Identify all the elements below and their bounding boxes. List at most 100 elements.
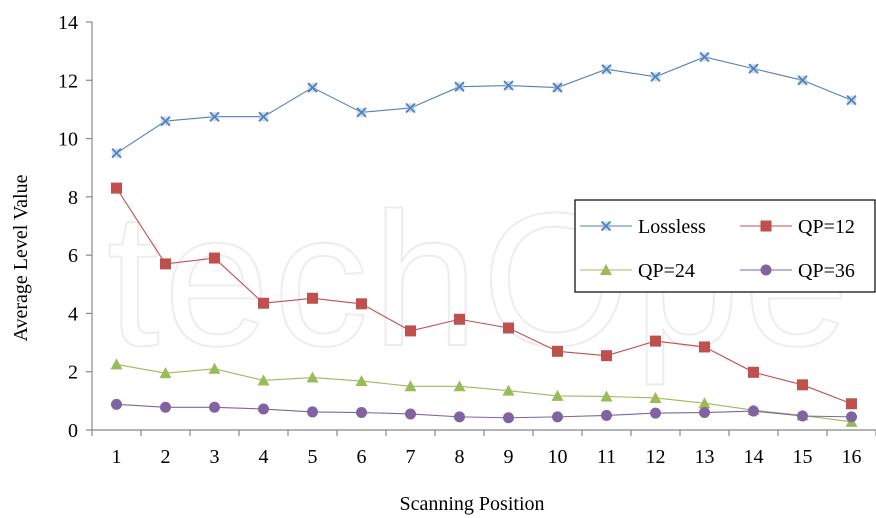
data-point-qp-12: [307, 292, 318, 304]
data-point-qp-12: [111, 182, 122, 194]
legend-marker-qp-36: [760, 264, 772, 276]
x-tick-label: 1: [112, 446, 122, 468]
series-qp-36: [111, 398, 857, 424]
legend-label-qp-24: QP=24: [638, 260, 695, 282]
x-tick-label: 16: [842, 446, 862, 468]
data-point-qp-36: [846, 411, 857, 423]
data-point-lossless: [601, 64, 612, 75]
data-point-qp-12: [552, 345, 563, 357]
series-qp-12: [111, 182, 857, 410]
data-point-lossless: [454, 81, 465, 92]
series-line-lossless: [116, 56, 852, 154]
data-point-qp-36: [699, 407, 710, 419]
y-tick-label: 10: [58, 129, 78, 151]
data-point-lossless: [405, 102, 416, 114]
x-tick-label: 14: [744, 446, 764, 468]
x-tick-label: 15: [793, 446, 813, 468]
data-point-qp-36: [405, 408, 416, 420]
y-axis-ticks: 0 2 4 6 8 10 12 14: [58, 12, 92, 442]
data-point-qp-12: [209, 252, 220, 264]
series-line-qp-36: [116, 403, 852, 419]
data-point-lossless: [650, 71, 661, 82]
data-point-qp-24: [404, 380, 417, 392]
data-point-qp-24: [453, 380, 466, 392]
y-axis-title: Average Level Value: [10, 174, 32, 341]
data-point-qp-12: [160, 258, 171, 270]
legend-item-qp-36: QP=36: [740, 260, 855, 282]
data-point-qp-36: [601, 409, 612, 421]
x-axis-ticks: 1 2 3 4 5 6 7 8 9 10 11 12 13 14 15 16: [91, 430, 876, 468]
data-point-qp-12: [699, 341, 710, 353]
data-point-qp-36: [209, 401, 220, 413]
x-tick-label: 3: [210, 446, 220, 468]
data-point-qp-36: [503, 412, 514, 424]
y-tick-label: 8: [68, 187, 78, 209]
x-tick-label: 2: [161, 446, 171, 468]
data-point-qp-12: [601, 350, 612, 362]
data-point-lossless: [503, 80, 514, 91]
y-tick-label: 4: [68, 303, 78, 325]
x-tick-label: 11: [597, 446, 616, 468]
data-point-qp-24: [110, 358, 123, 370]
data-point-qp-12: [650, 335, 661, 347]
legend-label-lossless: Lossless: [638, 216, 706, 238]
data-point-qp-24: [355, 375, 368, 387]
data-point-lossless: [307, 82, 318, 93]
data-point-lossless: [209, 111, 220, 122]
data-point-lossless: [160, 115, 171, 127]
data-point-qp-24: [306, 371, 319, 383]
y-tick-label: 2: [68, 362, 78, 384]
data-point-qp-24: [551, 389, 564, 401]
data-point-lossless: [846, 94, 857, 106]
series-line-qp-12: [116, 187, 852, 405]
data-point-qp-36: [356, 407, 367, 419]
data-point-qp-24: [600, 390, 613, 402]
x-tick-label: 8: [455, 446, 465, 468]
data-point-lossless: [748, 63, 759, 74]
y-tick-label: 6: [68, 245, 78, 267]
data-point-qp-12: [797, 379, 808, 391]
legend-marker-qp-24: [600, 264, 612, 275]
x-tick-label: 4: [259, 446, 269, 468]
data-point-qp-36: [797, 410, 808, 422]
legend-label-qp-12: QP=12: [798, 216, 855, 238]
series-lossless: [111, 51, 857, 159]
data-point-qp-12: [846, 398, 857, 410]
data-point-qp-12: [454, 313, 465, 325]
x-tick-label: 7: [406, 446, 416, 468]
legend-item-qp-24: QP=24: [580, 260, 695, 282]
x-tick-label: 5: [308, 446, 318, 468]
data-point-lossless: [111, 148, 122, 159]
y-tick-label: 14: [58, 12, 78, 34]
data-point-qp-12: [503, 322, 514, 334]
data-point-lossless: [797, 75, 808, 86]
data-point-qp-24: [502, 384, 515, 396]
data-point-qp-36: [552, 411, 563, 423]
legend-item-qp-12: QP=12: [740, 216, 855, 238]
legend-box: [574, 199, 876, 293]
data-point-lossless: [356, 107, 367, 118]
series-layer: [110, 51, 858, 427]
data-point-qp-36: [748, 405, 759, 417]
data-point-qp-12: [405, 325, 416, 337]
data-point-qp-12: [356, 298, 367, 310]
data-point-lossless: [552, 82, 563, 93]
data-point-qp-24: [649, 391, 662, 403]
data-point-qp-12: [748, 366, 759, 378]
x-tick-label: 12: [646, 446, 666, 468]
data-point-qp-36: [454, 411, 465, 423]
data-point-qp-36: [307, 406, 318, 418]
legend: Lossless QP=12 QP=24 QP=36: [574, 199, 876, 293]
x-axis-title: Scanning Position: [399, 493, 544, 515]
data-point-qp-24: [159, 367, 172, 379]
legend-item-lossless: Lossless: [580, 216, 706, 238]
legend-label-qp-36: QP=36: [798, 260, 855, 282]
x-tick-label: 6: [357, 446, 367, 468]
data-point-qp-36: [160, 401, 171, 413]
legend-marker-lossless: [600, 220, 612, 232]
x-tick-label: 9: [504, 446, 514, 468]
data-point-qp-36: [650, 407, 661, 419]
data-point-lossless: [258, 111, 269, 122]
data-point-qp-24: [257, 374, 270, 386]
